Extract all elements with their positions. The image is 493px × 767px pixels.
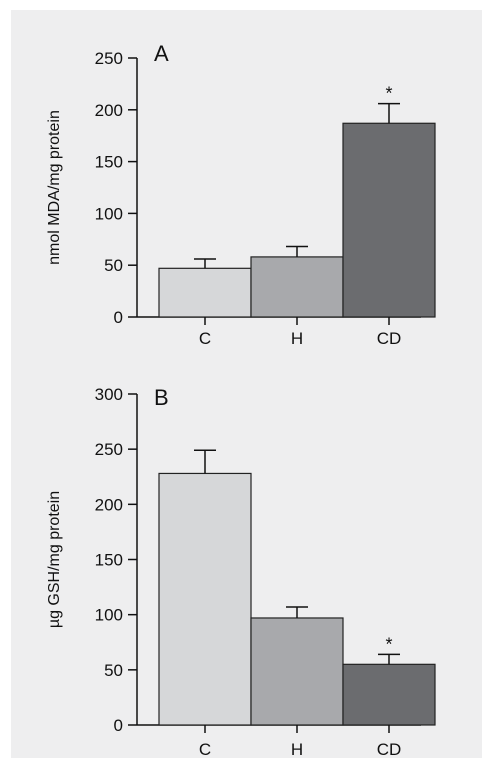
x-tick-label-a-c: C — [199, 329, 211, 348]
significance-mark-a-cd: * — [385, 84, 392, 104]
x-tick-label-a-h: H — [291, 329, 303, 348]
panel-label-a: A — [154, 41, 169, 66]
y-tick-label-b: 250 — [95, 440, 123, 459]
x-tick-label-b-h: H — [291, 740, 303, 758]
y-tick-label-a: 250 — [95, 49, 123, 68]
bar-charts: 0 50 100 150 200 250 nmol MDA/mg protein A C H * CD… — [46, 41, 436, 758]
y-tick-label-b: 200 — [95, 495, 123, 514]
y-tick-label-a: 150 — [95, 153, 123, 172]
x-tick-label-b-c: C — [199, 740, 211, 758]
bar-a-cd — [342, 122, 436, 318]
bar-a-c — [158, 267, 252, 318]
bar-a-h — [250, 256, 344, 318]
y-tick-label-b: 300 — [95, 385, 123, 404]
bar-b-h — [250, 617, 344, 726]
y-tick-label-a: 200 — [95, 101, 123, 120]
y-tick-label-a: 50 — [104, 256, 123, 275]
y-tick-label-a: 0 — [114, 308, 123, 327]
y-tick-label-b: 150 — [95, 551, 123, 570]
y-axis-title-a: nmol MDA/mg protein — [46, 110, 63, 265]
y-tick-label-b: 50 — [104, 661, 123, 680]
y-tick-label-b: 100 — [95, 606, 123, 625]
significance-mark-b-cd: * — [385, 634, 392, 654]
x-tick-label-a-cd: CD — [377, 329, 402, 348]
bar-b-c — [158, 472, 252, 726]
y-tick-label-a: 100 — [95, 204, 123, 223]
bar-b-cd — [342, 663, 436, 726]
x-tick-label-b-cd: CD — [377, 740, 402, 758]
figure-panel: 0 50 100 150 200 250 nmol MDA/mg protein A C H * CD… — [11, 10, 482, 758]
panel-label-b: B — [154, 385, 169, 410]
y-axis-title-b: µg GSH/mg protein — [46, 491, 63, 628]
y-tick-label-b: 0 — [114, 716, 123, 735]
